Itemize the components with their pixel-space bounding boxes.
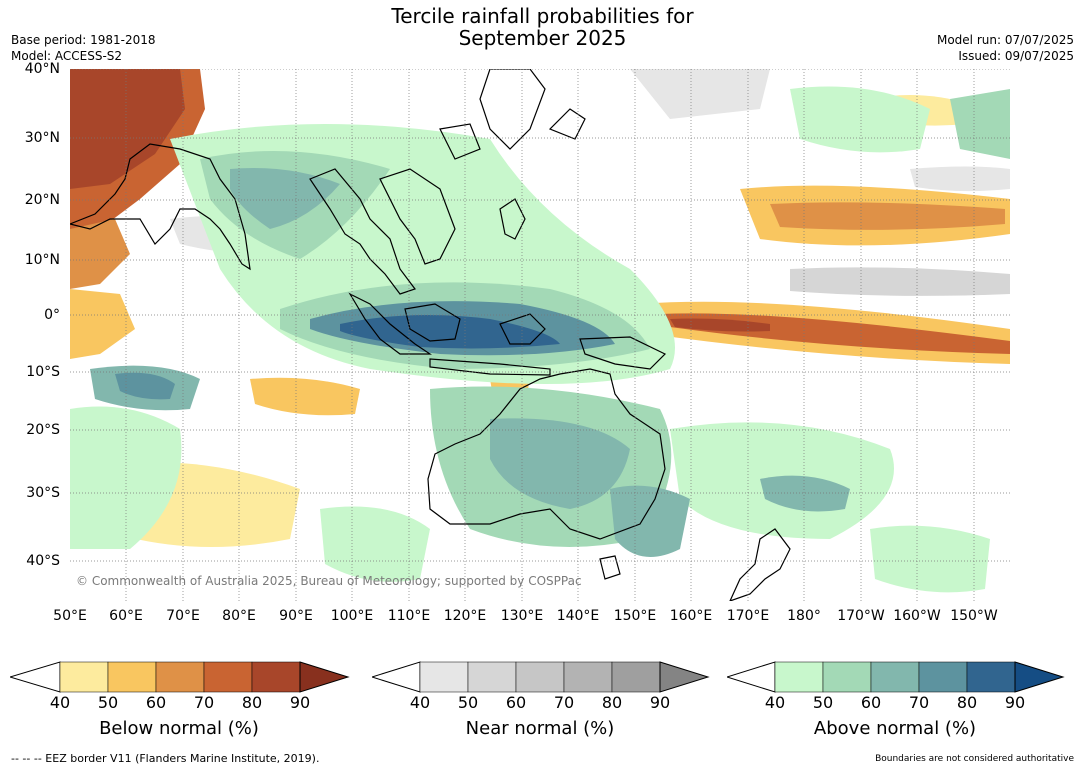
near-swatch-70 — [563, 661, 613, 693]
colorbar-tick: 90 — [649, 693, 671, 712]
lon-label: 160°E — [669, 608, 713, 624]
colorbar-tick: 90 — [289, 693, 311, 712]
lat-label: 0° — [44, 307, 60, 323]
lon-label: 110°E — [387, 608, 431, 624]
below-normal-colorbar — [10, 661, 350, 693]
above-swatch-40 — [774, 661, 824, 693]
colorbar-tick: 80 — [956, 693, 978, 712]
above-swatch-50 — [822, 661, 872, 693]
near-swatch-90 — [659, 661, 710, 693]
above-normal-title: Above normal (%) — [813, 718, 977, 739]
colorbar-tick: 60 — [145, 693, 167, 712]
lon-label: 170°W — [837, 608, 885, 624]
colorbar-tick: 60 — [860, 693, 882, 712]
lon-label: 50°E — [53, 608, 87, 624]
near-swatch-80 — [611, 661, 661, 693]
lon-label: 180° — [787, 608, 821, 624]
run-info: Model run: 07/07/2025 Issued: 09/07/2025 — [937, 32, 1074, 64]
lat-label: 40°S — [26, 553, 60, 569]
below-swatch-60 — [155, 661, 205, 693]
map-title: Tercile rainfall probabilities for Septe… — [0, 5, 1085, 49]
lon-label: 90°E — [279, 608, 313, 624]
above-normal-colorbar — [727, 661, 1065, 693]
lat-label: 30°S — [26, 485, 60, 501]
below-swatch-50 — [107, 661, 157, 693]
below-swatch-70 — [203, 661, 253, 693]
title-line-2: September 2025 — [458, 26, 627, 50]
lon-label: 60°E — [109, 608, 143, 624]
base-period-text: Base period: 1981-2018 — [11, 33, 156, 47]
colorbar-tick: 60 — [505, 693, 527, 712]
near-normal-title: Near normal (%) — [465, 718, 615, 739]
title-line-1: Tercile rainfall probabilities for — [391, 4, 694, 28]
lon-label: 120°E — [443, 608, 487, 624]
colorbar-tick: 90 — [1004, 693, 1026, 712]
lat-label: 20°N — [24, 192, 60, 208]
lat-label: 40°N — [24, 61, 60, 77]
near-normal-colorbar — [372, 661, 710, 693]
lat-label: 20°S — [26, 422, 60, 438]
lon-label: 100°E — [330, 608, 374, 624]
base-period-info: Base period: 1981-2018 Model: ACCESS-S2 — [11, 32, 156, 64]
below-normal-title: Below normal (%) — [99, 718, 259, 739]
model-run-text: Model run: 07/07/2025 — [936, 33, 1074, 47]
lon-label: 130°E — [500, 608, 544, 624]
lat-label: 10°N — [24, 252, 60, 268]
colorbar-tick: 80 — [601, 693, 623, 712]
coastlines — [70, 69, 791, 601]
boundaries-disclaimer: Boundaries are not considered authoritat… — [875, 754, 1074, 764]
near-swatch-60 — [515, 661, 565, 693]
colorbar-tick: 40 — [49, 693, 71, 712]
issued-date-text: Issued: 09/07/2025 — [958, 49, 1074, 63]
colorbar-tick: 50 — [457, 693, 479, 712]
lon-label: 80°E — [222, 608, 256, 624]
colorbar-tick: 70 — [908, 693, 930, 712]
colorbar-tick: 40 — [764, 693, 786, 712]
lon-label: 150°E — [613, 608, 657, 624]
colorbar-tick: 40 — [409, 693, 431, 712]
below-swatch-80 — [251, 661, 301, 693]
lon-label: 150°W — [950, 608, 998, 624]
above-swatch-70 — [918, 661, 968, 693]
model-name-text: Model: ACCESS-S2 — [11, 49, 123, 63]
colorbar-tick: 70 — [553, 693, 575, 712]
colorbar-tick: 80 — [241, 693, 263, 712]
above-swatch-80 — [966, 661, 1016, 693]
lat-label: 10°S — [26, 364, 60, 380]
colorbar-tick: 50 — [97, 693, 119, 712]
graticule — [70, 69, 1010, 601]
near-swatch-50 — [467, 661, 517, 693]
copyright-notice: © Commonwealth of Australia 2025, Bureau… — [76, 574, 582, 588]
lon-label: 170°E — [726, 608, 770, 624]
below-swatch-90 — [299, 661, 350, 693]
near-swatch-40 — [419, 661, 469, 693]
eez-border-note: -- -- -- EEZ border V11 (Flanders Marine… — [11, 752, 320, 765]
probability-map — [70, 69, 1010, 601]
lon-label: 70°E — [166, 608, 200, 624]
lon-label: 140°E — [556, 608, 600, 624]
colorbar-tick: 70 — [193, 693, 215, 712]
below-swatch-40 — [59, 661, 109, 693]
above-swatch-60 — [870, 661, 920, 693]
lat-label: 30°N — [24, 130, 60, 146]
above-swatch-90 — [1014, 661, 1065, 693]
colorbar-tick: 50 — [812, 693, 834, 712]
lon-label: 160°W — [893, 608, 941, 624]
